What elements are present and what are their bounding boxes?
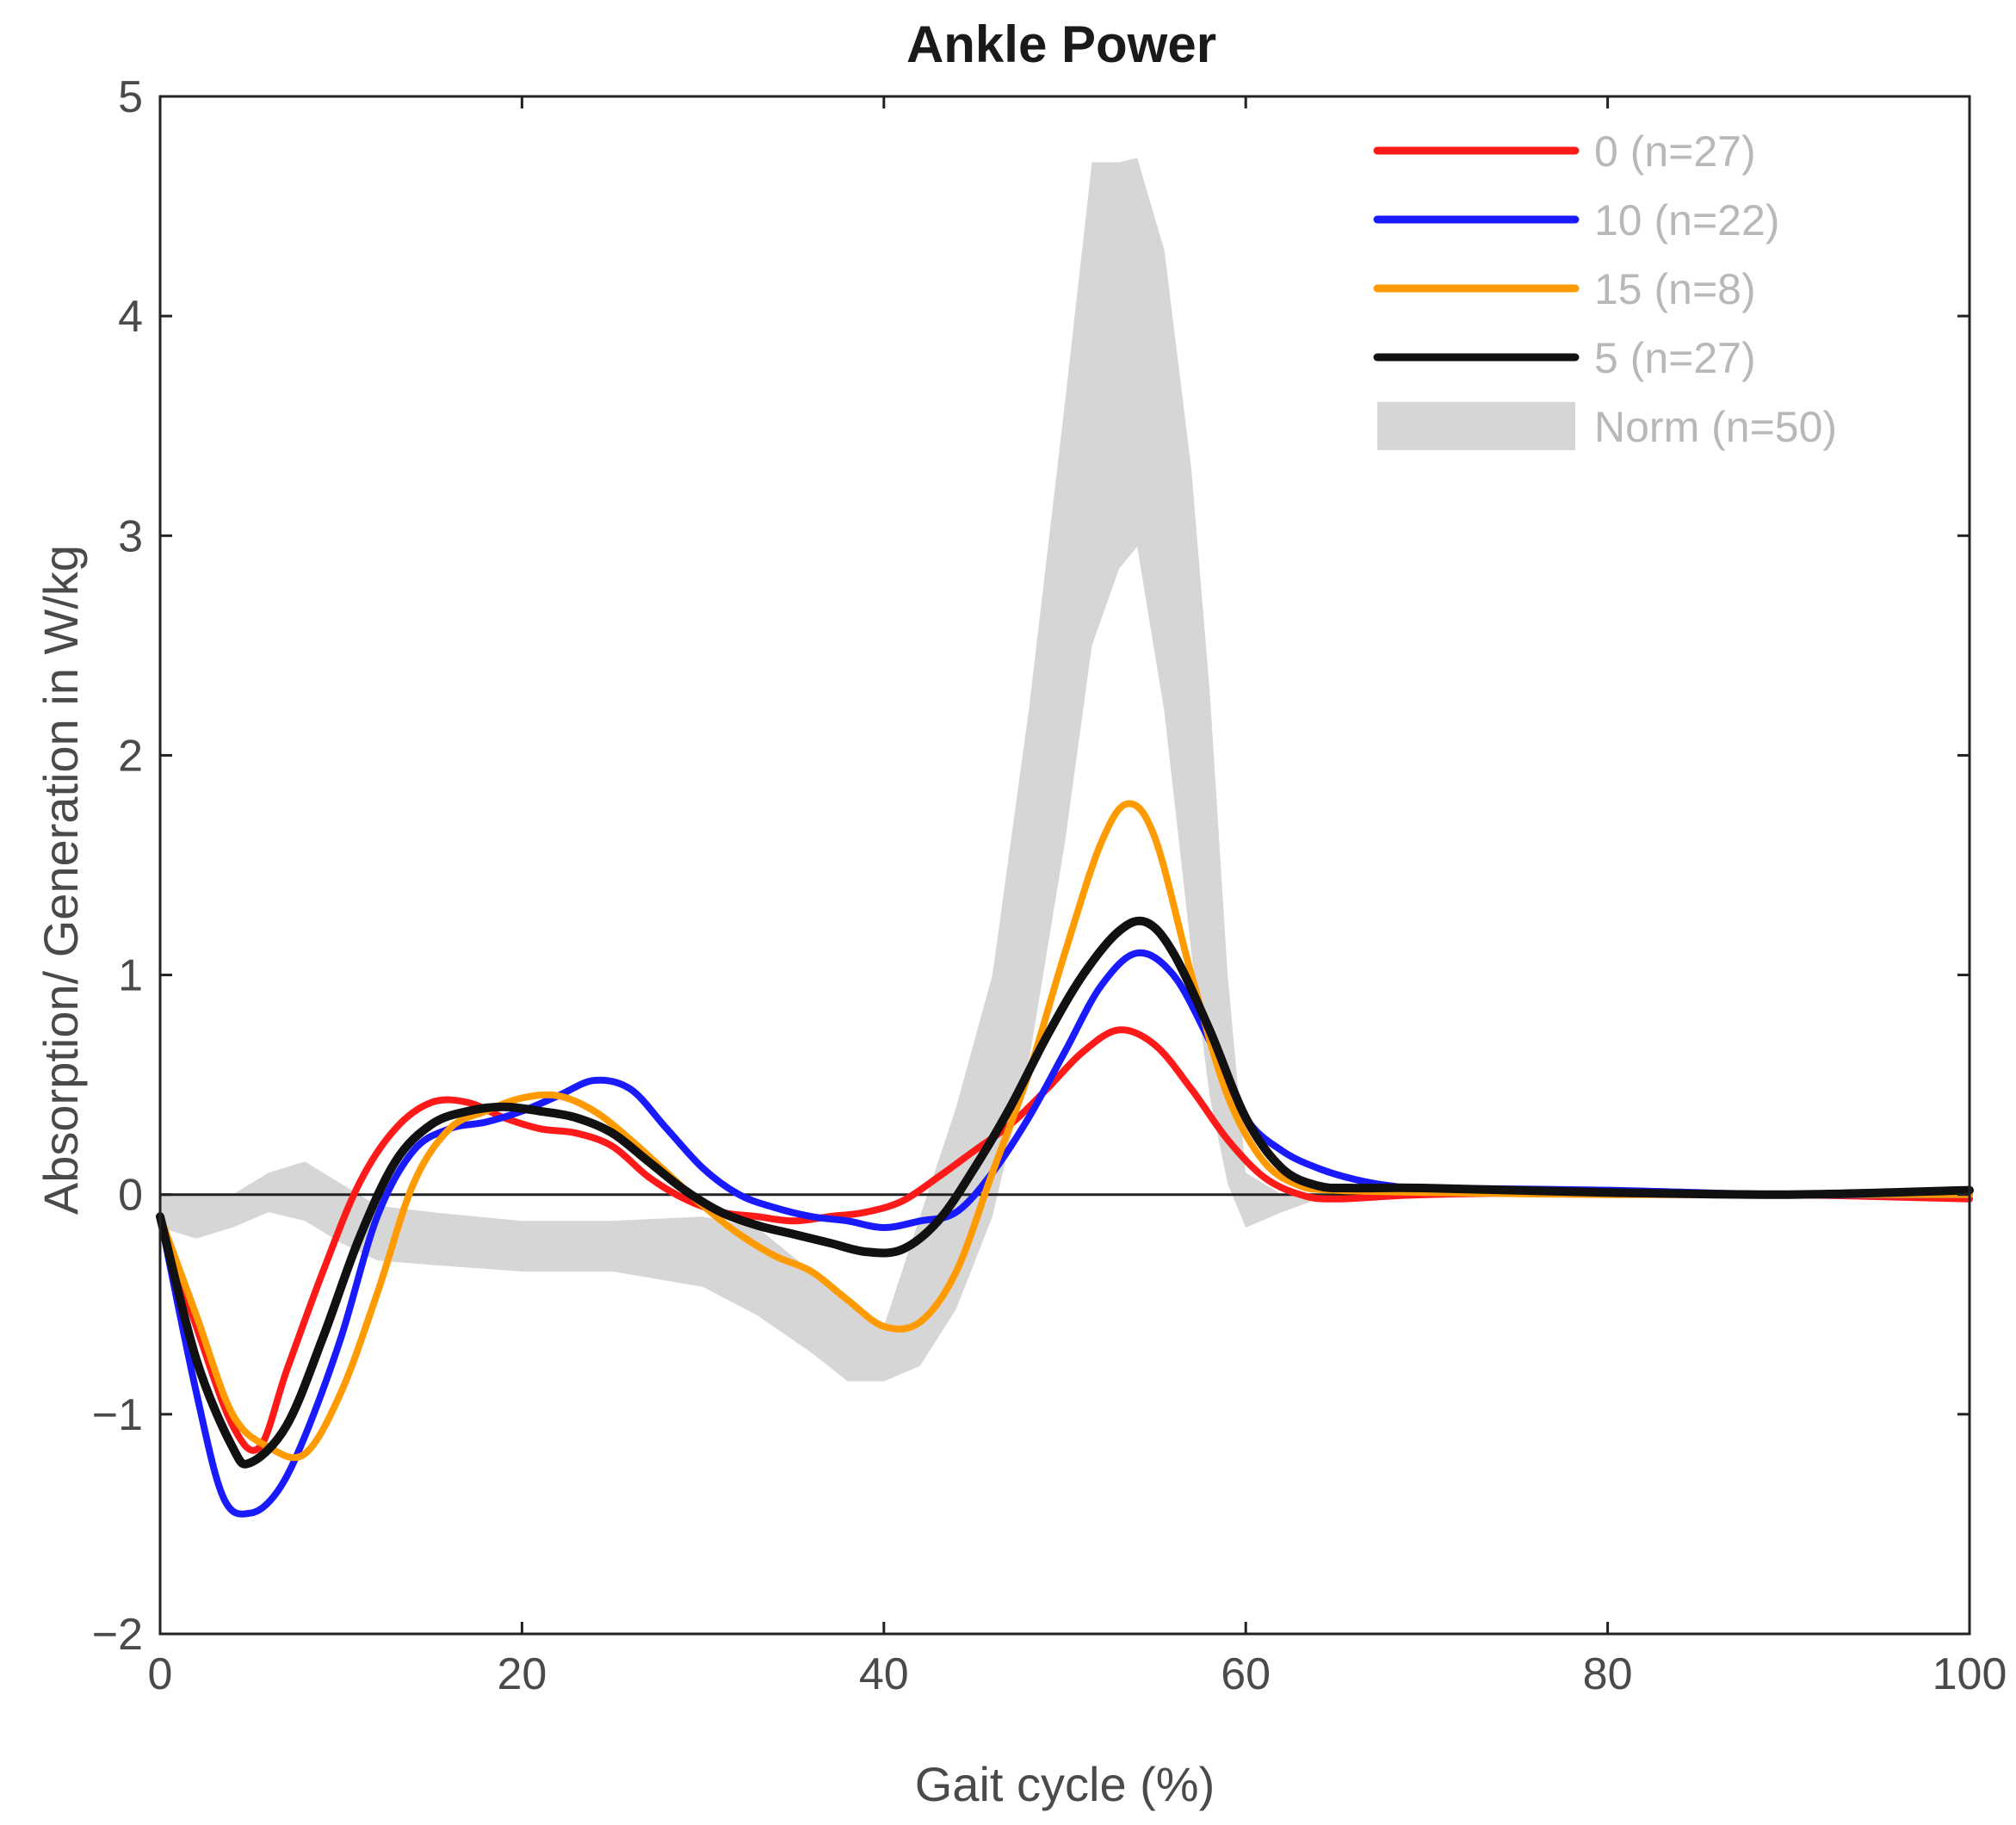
x-tick-label: 100: [1933, 1649, 2007, 1699]
legend-label: 5 (n=27): [1594, 334, 1756, 382]
chart-title: Ankle Power: [906, 15, 1216, 73]
x-tick-label: 40: [859, 1649, 909, 1699]
y-tick-label: 5: [118, 72, 143, 122]
plot-frame: [158, 95, 1971, 1636]
x-tick-label: 60: [1221, 1649, 1271, 1699]
ticks-layer: 0 20 40 60 80 100 −2 −1 0 1 2 3 4 5: [92, 72, 2007, 1699]
y-tick-label: 0: [118, 1171, 143, 1221]
y-tick-label: −2: [92, 1610, 143, 1660]
norm-band-layer: [160, 158, 1970, 1382]
y-tick-label: 4: [118, 292, 143, 342]
legend-swatch: [1377, 402, 1575, 450]
series-line-1: [157, 949, 1973, 1518]
legend-label: 10 (n=22): [1594, 196, 1779, 244]
series-layer: [156, 800, 1974, 1518]
norm-band: [160, 158, 1970, 1382]
y-tick-label: −1: [92, 1390, 143, 1440]
y-tick-label: 3: [118, 511, 143, 561]
legend-label: Norm (n=50): [1594, 403, 1837, 451]
legend: 0 (n=27) 10 (n=22) 15 (n=8) 5 (n=27) Norm (n…: [1373, 127, 1837, 451]
series-line-2: [157, 800, 1973, 1462]
y-axis-label: Absorption/ Generation in W/kg: [34, 545, 88, 1215]
x-tick-label: 0: [148, 1649, 173, 1699]
x-tick-label: 80: [1583, 1649, 1633, 1699]
legend-label: 0 (n=27): [1594, 127, 1756, 176]
x-axis-label: Gait cycle (%): [915, 1757, 1215, 1811]
legend-label: 15 (n=8): [1594, 265, 1756, 313]
x-tick-label: 20: [497, 1649, 547, 1699]
series-line-3: [156, 916, 1974, 1469]
y-tick-label: 2: [118, 731, 143, 781]
y-tick-label: 1: [118, 951, 143, 1001]
